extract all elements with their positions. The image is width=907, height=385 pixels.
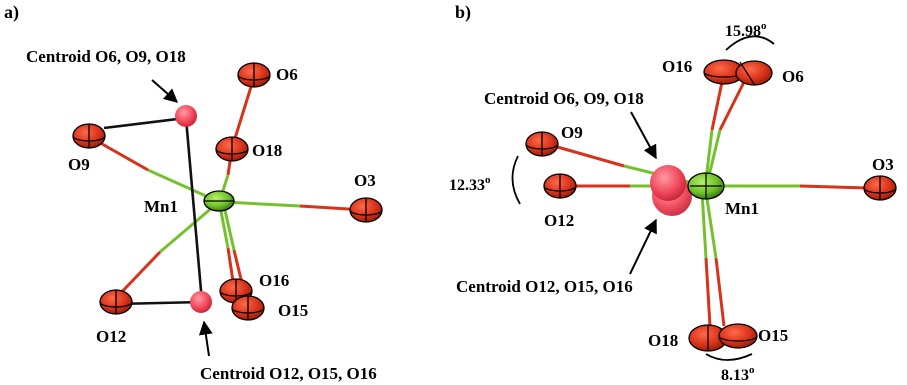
panel-b-label-centroid-bottom: Centroid O12, O15, O16 xyxy=(456,277,633,296)
panel-b-atom-o3 xyxy=(863,175,897,201)
panel-b-label-o6: O6 xyxy=(782,67,804,86)
panel-b-atom-o9 xyxy=(525,131,559,157)
panel-a-label-o9: O9 xyxy=(68,155,90,174)
panel-b-atom-o6 xyxy=(735,60,773,86)
panel-a-label-o12: O12 xyxy=(96,327,126,346)
panel-b-angle-arc-top xyxy=(725,35,775,51)
panel-b-label-o15: O15 xyxy=(758,326,788,345)
panel-b: b) xyxy=(449,2,897,384)
panel-a-prism-outline xyxy=(103,116,204,306)
panel-a-atom-o15 xyxy=(231,295,265,321)
panel-b-label-centroid-top: Centroid O6, O9, O18 xyxy=(484,89,644,108)
panel-b-arrow-top xyxy=(630,111,657,160)
panel-a-label-o3: O3 xyxy=(354,171,376,190)
panel-b-angle-left: 12.33o xyxy=(449,174,491,194)
panel-b-label-o3: O3 xyxy=(872,155,894,174)
panel-a-atom-o3 xyxy=(349,197,383,223)
panel-a-bonds xyxy=(87,73,365,301)
panel-b-label-o18: O18 xyxy=(648,331,678,350)
panel-b-label-o16: O16 xyxy=(662,57,692,76)
panel-a-atom-o12 xyxy=(99,289,133,315)
panel-a-label-centroid-top: Centroid O6, O9, O18 xyxy=(26,47,186,66)
panel-b-label: b) xyxy=(455,2,471,23)
panel-b-angle-bottom: 8.13o xyxy=(721,364,755,384)
panel-b-label-o9: O9 xyxy=(561,123,583,142)
panel-a-atom-o6 xyxy=(237,62,271,88)
panel-a-arrow-top xyxy=(151,79,179,103)
panel-b-atom-o15 xyxy=(718,323,758,349)
panel-a-label-o18: O18 xyxy=(252,141,282,160)
panel-a-label-o6: O6 xyxy=(276,65,298,84)
panel-a-label-o15: O15 xyxy=(278,301,308,320)
panel-b-label-mn1: Mn1 xyxy=(725,199,759,218)
panel-b-angle-arc-bottom xyxy=(705,353,753,361)
panel-a-label: a) xyxy=(4,2,19,23)
panel-b-arrow-bottom xyxy=(629,218,657,275)
panel-b-angle-top: 15.98o xyxy=(725,20,767,40)
panel-a-arrow-bottom xyxy=(198,320,213,357)
panel-b-atom-o12 xyxy=(543,173,577,199)
panel-a-atom-o18 xyxy=(215,136,249,162)
panel-a: a) xyxy=(4,2,383,383)
panel-b-label-o12: O12 xyxy=(544,211,574,230)
panel-b-angle-arc-left xyxy=(511,155,521,205)
panel-a-centroid-bottom xyxy=(190,291,212,313)
panel-a-label-mn1: Mn1 xyxy=(144,197,178,216)
panel-a-label-centroid-bottom: Centroid O12, O15, O16 xyxy=(200,364,377,383)
panel-a-label-o16: O16 xyxy=(259,271,289,290)
panel-a-centroid-top xyxy=(175,105,197,127)
panel-a-atom-o9 xyxy=(72,123,106,149)
panel-b-centroid-top xyxy=(650,165,686,201)
